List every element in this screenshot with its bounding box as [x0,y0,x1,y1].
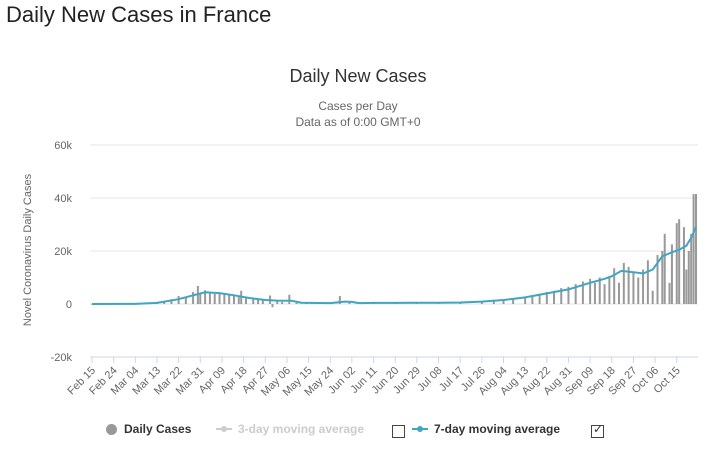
daily-cases-bar [553,290,556,304]
daily-cases-bar [678,219,681,304]
daily-cases-bar [524,297,527,304]
daily-cases-bar [512,298,515,304]
daily-cases-bar [295,302,298,304]
ma3-swatch-icon [216,426,232,432]
daily-cases-bar [675,223,678,304]
ma7-swatch-icon [412,426,428,432]
daily-cases-bar [603,284,606,304]
daily-cases-bar [281,301,284,304]
daily-cases-bar [170,299,173,304]
daily-cases-bar [637,277,640,304]
daily-cases-bar [237,297,240,304]
daily-cases-bar [538,293,541,304]
daily-cases-swatch-icon [106,423,117,435]
daily-cases-bar [589,278,592,304]
daily-cases-bar [608,276,611,304]
chart: Daily New Cases Cases per Day Data as of… [22,66,698,399]
daily-cases-bar [687,251,690,304]
daily-cases-bar [91,304,93,305]
legend-ma7-label: 7-day moving average [434,422,561,436]
daily-cases-bar [632,272,635,304]
daily-cases-bar [245,296,248,304]
y-tick-label: 20k [54,246,72,258]
chart-title: Daily New Cases [289,66,426,86]
daily-cases-bar [656,254,659,304]
daily-cases-bar [257,299,260,304]
daily-cases-bar [663,233,666,304]
legend-ma3[interactable]: 3-day moving average [216,422,364,436]
daily-cases-bar [567,286,570,304]
daily-cases-bar [622,262,625,304]
y-tick-label: 0 [66,299,72,311]
daily-cases-bar [627,266,630,304]
y-tick-label: -20k [51,352,73,364]
legend: Daily Cases 3-day moving average 7-day m… [0,418,728,442]
daily-cases-bar [661,251,664,304]
daily-cases-bar [668,282,671,304]
page-title: Daily New Cases in France [6,2,272,27]
daily-cases-bar [598,277,601,304]
daily-cases-bar [338,296,341,304]
daily-cases-bar [545,292,548,304]
daily-cases-bar [223,293,226,304]
daily-cases-bar [276,301,279,304]
daily-cases-bar [492,300,495,304]
daily-cases-bar [502,300,505,304]
daily-cases-bar [218,292,221,304]
daily-cases-bar [692,194,695,304]
daily-cases-bar [695,194,697,304]
daily-cases-bar [252,298,255,304]
daily-cases-bar [690,233,693,304]
chart-subtitle-line1: Cases per Day [318,99,397,113]
daily-cases-bar [232,296,235,304]
daily-cases-bar [531,295,534,304]
checkmark-icon: ✓ [593,422,604,436]
daily-cases-bar [560,288,563,304]
ma3-checkbox[interactable] [392,425,405,438]
ma7-line [91,226,697,305]
daily-cases-bar [574,284,577,304]
daily-cases-bar [213,293,216,304]
daily-cases-bar [271,304,274,308]
daily-cases-bar [593,282,596,304]
legend-daily-cases-label: Daily Cases [124,422,192,436]
daily-cases-bar [192,292,195,304]
daily-cases-bar [184,296,187,304]
daily-cases-bar [348,302,351,304]
daily-cases-bar [288,294,291,304]
legend-ma7[interactable]: 7-day moving average [412,422,560,436]
daily-cases-bar [199,293,202,304]
y-axis: -20k 0 20k 40k 60k [51,140,73,364]
daily-cases-bar [651,290,654,304]
ma7-checkbox[interactable]: ✓ [591,422,604,438]
chart-subtitle-line2: Data as of 0:00 GMT+0 [295,115,420,129]
daily-cases-bar [613,268,616,304]
daily-cases-bar [480,301,483,304]
daily-cases-bar [685,269,688,304]
legend-daily-cases[interactable]: Daily Cases [106,422,191,436]
ma7-series [91,226,697,305]
daily-cases-bar [261,300,264,304]
daily-cases-bar [581,281,584,304]
daily-cases-bar [204,290,207,304]
daily-cases-bar [642,269,645,304]
legend-ma3-label: 3-day moving average [238,422,365,436]
daily-cases-bar [208,292,211,304]
y-tick-label: 60k [54,140,72,152]
daily-cases-bar [228,294,231,304]
grid [90,144,698,358]
daily-cases-bar [617,282,620,304]
daily-cases-bar [670,244,673,304]
daily-cases-bar [646,260,649,304]
daily-cases-bar [682,227,685,304]
y-axis-label: Novel Coronavirus Daily Cases [22,173,34,326]
y-tick-label: 40k [54,193,72,205]
